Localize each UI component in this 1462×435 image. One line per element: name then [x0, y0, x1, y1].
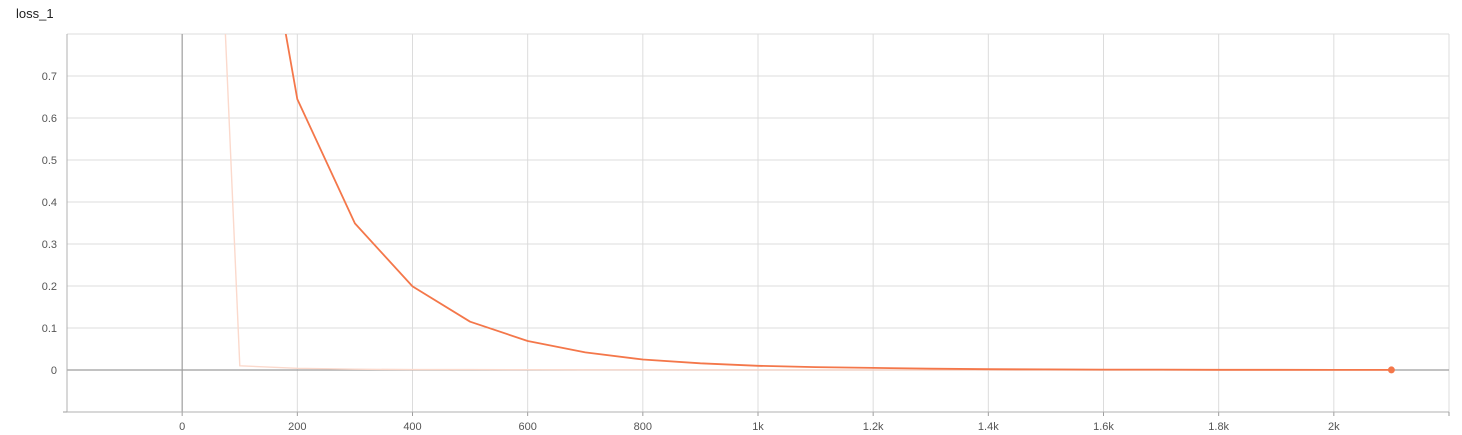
x-tick-label: 1.6k	[1093, 421, 1114, 433]
x-tick-label: 1.4k	[978, 421, 999, 433]
x-tick-label: 0	[179, 421, 185, 433]
x-tick-label: 1k	[752, 421, 764, 433]
x-tick-label: 200	[288, 421, 306, 433]
y-tick-label: 0.2	[42, 281, 57, 293]
chart-title: loss_1	[16, 6, 54, 21]
y-tick-label: 0.6	[42, 113, 57, 125]
y-tick-label: 0.5	[42, 155, 57, 167]
x-tick-label: 800	[634, 421, 652, 433]
last-point-marker[interactable]	[1387, 366, 1395, 374]
y-tick-label: 0.4	[42, 197, 57, 209]
x-tick-label: 2k	[1328, 421, 1340, 433]
y-tick-label: 0.7	[42, 71, 57, 83]
x-tick-label: 1.2k	[863, 421, 884, 433]
y-tick-label: 0.1	[42, 323, 57, 335]
smoothed-series-line[interactable]	[284, 34, 1392, 371]
x-tick-label: 600	[518, 421, 536, 433]
x-tick-label: 1.8k	[1208, 421, 1229, 433]
series-lines[interactable]	[224, 34, 1395, 374]
x-tick-label: 400	[403, 421, 421, 433]
axes	[63, 34, 1450, 416]
tick-labels: 0 0.1 0.2 0.3 0.4 0.5 0.6 0.7 0 200 400 600 800 1k 1.2…	[42, 71, 1340, 433]
y-tick-label: 0.3	[42, 239, 57, 251]
grid	[67, 33, 1450, 412]
y-tick-label: 0	[51, 365, 57, 377]
